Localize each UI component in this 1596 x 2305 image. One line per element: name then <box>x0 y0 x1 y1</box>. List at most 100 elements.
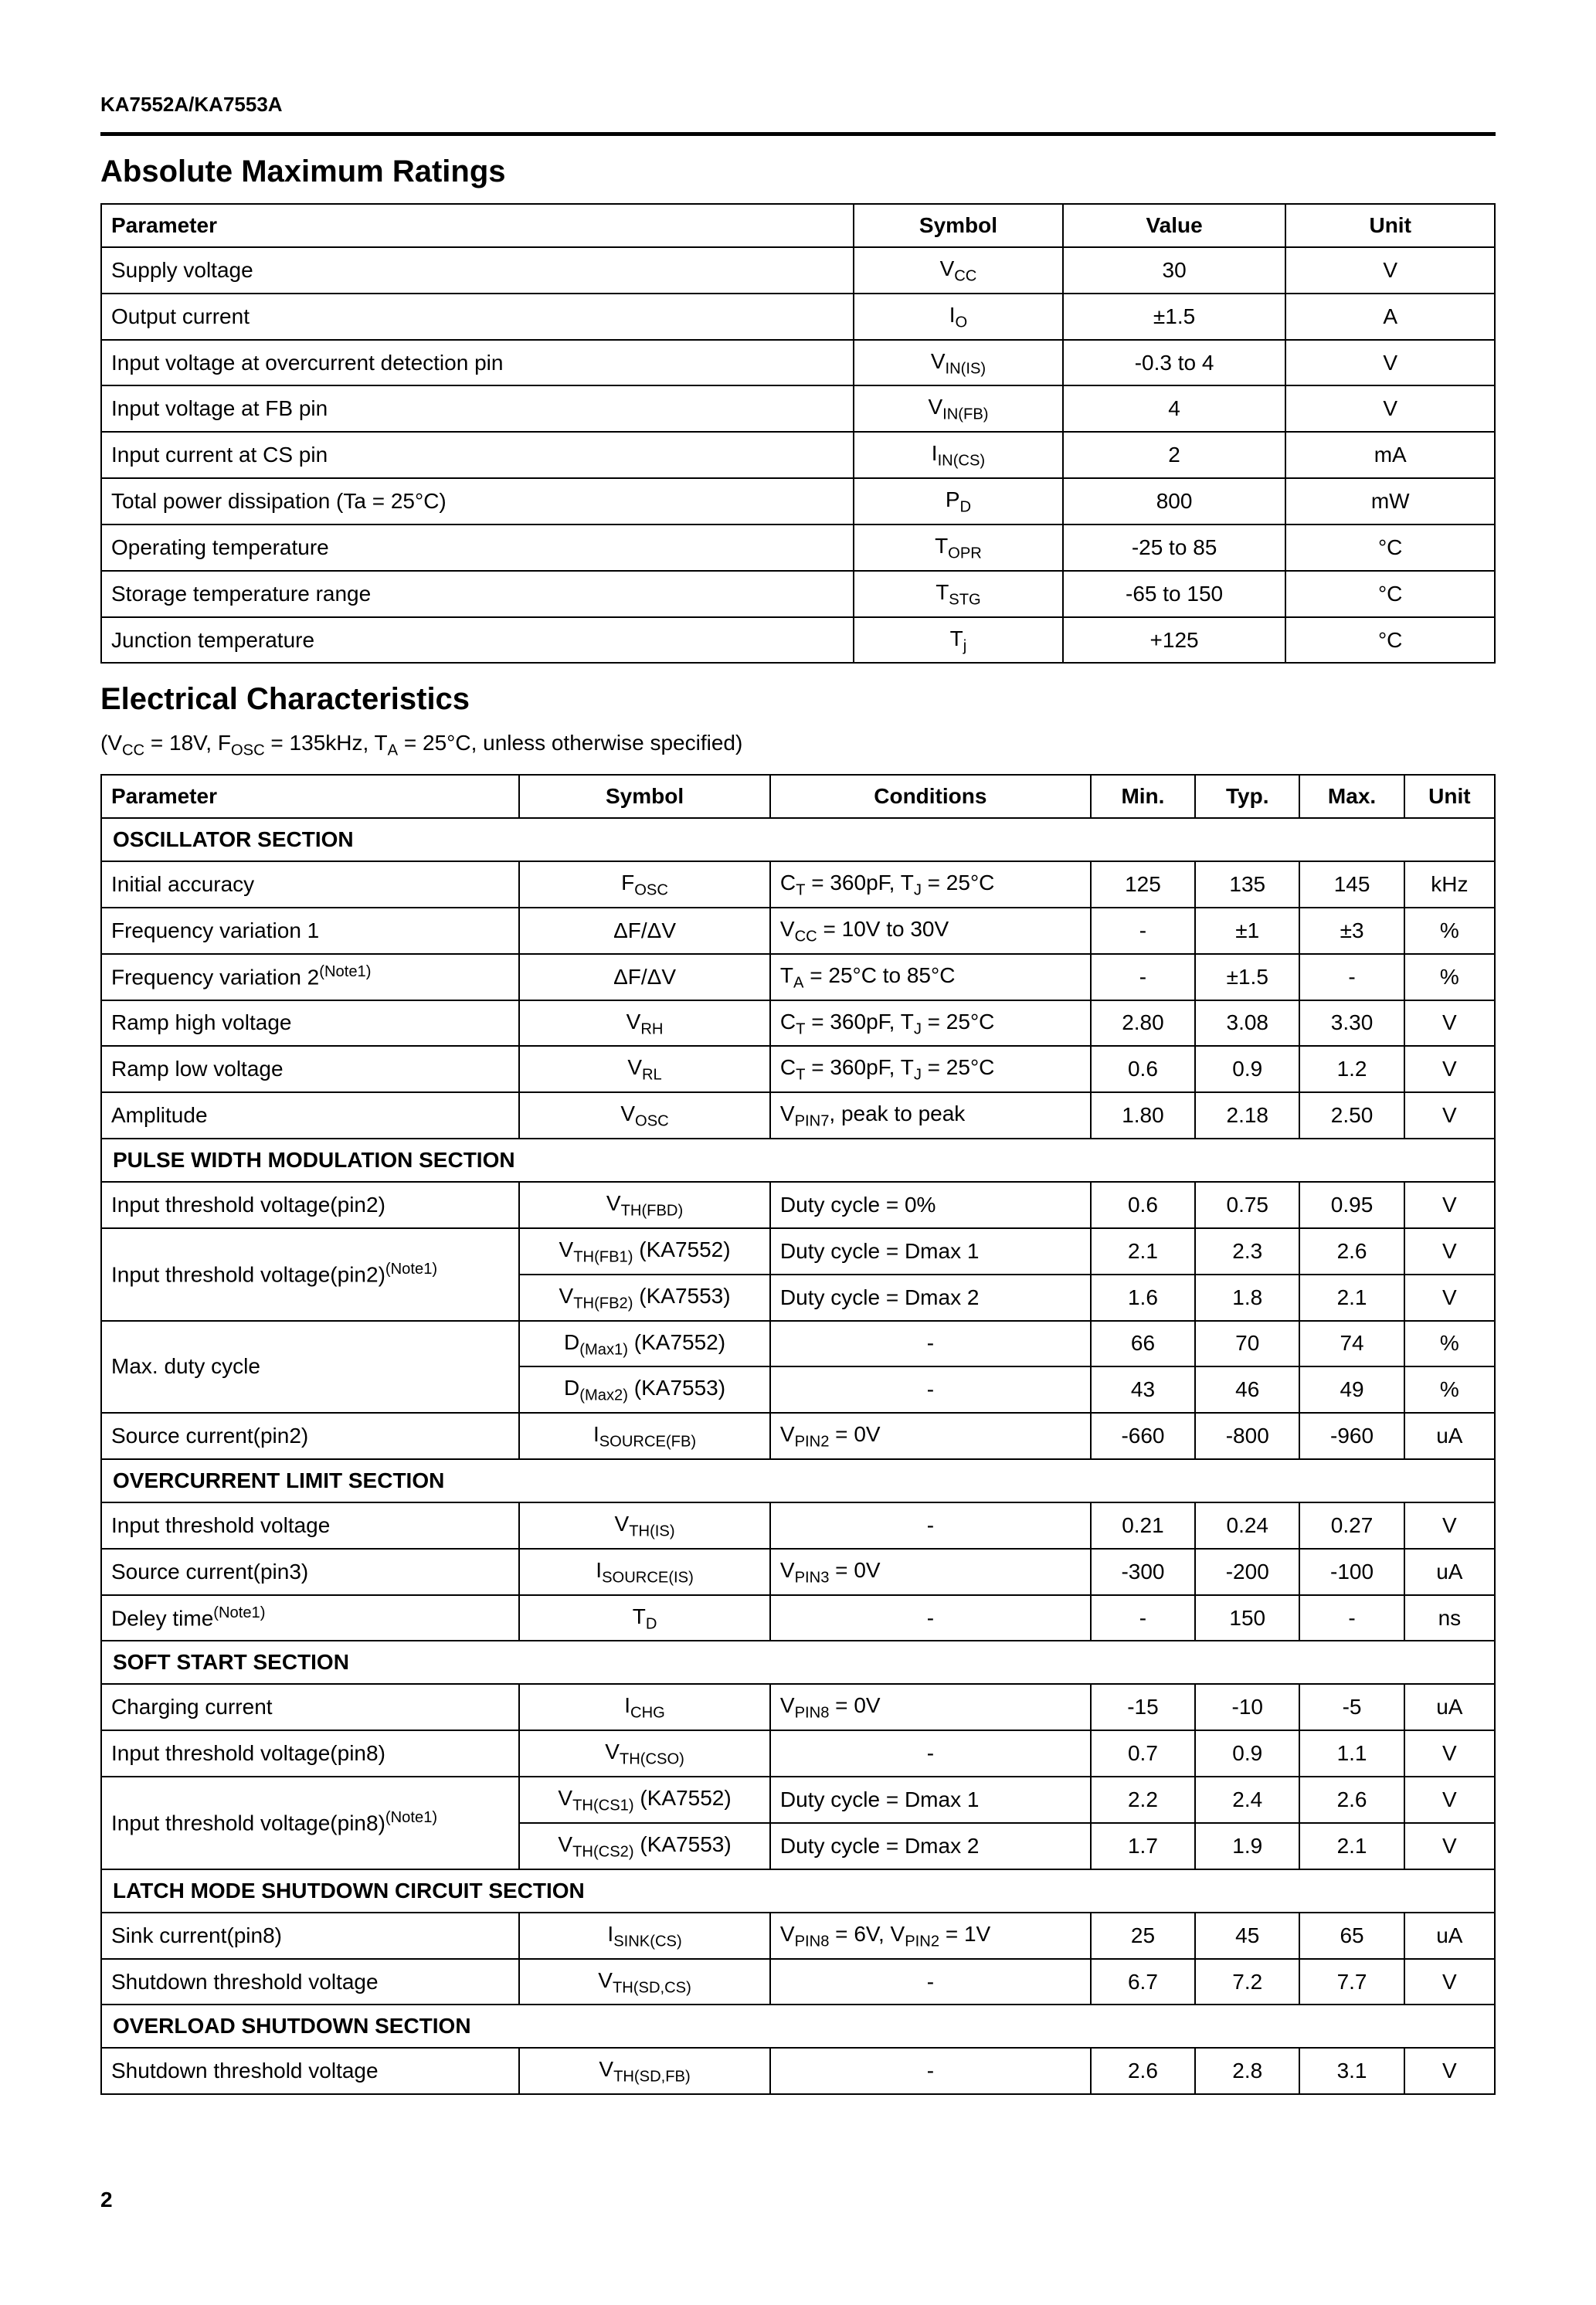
cell-max: 2.50 <box>1299 1092 1404 1139</box>
cell-cond: - <box>770 1959 1091 2005</box>
cell-min: 2.1 <box>1091 1228 1195 1275</box>
cell-param: Supply voltage <box>101 247 854 294</box>
cell-param: Storage temperature range <box>101 571 854 617</box>
cell-param: Input threshold voltage <box>101 1502 519 1549</box>
section-label: OSCILLATOR SECTION <box>101 818 1495 861</box>
cell-symbol: VTH(CS2) (KA7553) <box>519 1823 770 1869</box>
cell-unit: ns <box>1404 1595 1495 1641</box>
section-label: SOFT START SECTION <box>101 1641 1495 1684</box>
cell-max: 3.1 <box>1299 2048 1404 2094</box>
cell-min: 43 <box>1091 1366 1195 1413</box>
cell-typ: 70 <box>1195 1321 1299 1367</box>
table-row: Input voltage at overcurrent detection p… <box>101 340 1495 386</box>
cell-max: 65 <box>1299 1913 1404 1959</box>
cell-min: 2.80 <box>1091 1000 1195 1047</box>
cell-typ: 150 <box>1195 1595 1299 1641</box>
table-row: Deley time(Note1)TD--150-ns <box>101 1595 1495 1641</box>
cell-cond: VPIN2 = 0V <box>770 1413 1091 1459</box>
cell-param: Input voltage at overcurrent detection p… <box>101 340 854 386</box>
cell-unit: V <box>1404 1730 1495 1777</box>
cell-typ: 45 <box>1195 1913 1299 1959</box>
cell-symbol: TD <box>519 1595 770 1641</box>
cell-max: 1.2 <box>1299 1046 1404 1092</box>
cell-symbol: VIN(IS) <box>854 340 1063 386</box>
abs-max-title: Absolute Maximum Ratings <box>100 154 1496 189</box>
cell-min: 1.80 <box>1091 1092 1195 1139</box>
cell-unit: V <box>1404 2048 1495 2094</box>
table-row: Operating temperatureTOPR-25 to 85°C <box>101 524 1495 571</box>
cell-min: -15 <box>1091 1684 1195 1730</box>
cell-min: -660 <box>1091 1413 1195 1459</box>
cell-cond: VCC = 10V to 30V <box>770 908 1091 954</box>
cond-text: = 18V, F <box>144 731 231 755</box>
conditions-line: (VCC = 18V, FOSC = 135kHz, TA = 25°C, un… <box>100 731 1496 760</box>
cell-unit: V <box>1404 1228 1495 1275</box>
cell-value: 4 <box>1063 385 1286 432</box>
cell-typ: 2.18 <box>1195 1092 1299 1139</box>
cell-param: Input threshold voltage(pin8) <box>101 1730 519 1777</box>
cell-param: Input threshold voltage(pin2) <box>101 1182 519 1228</box>
cell-cond: Duty cycle = 0% <box>770 1182 1091 1228</box>
cell-min: - <box>1091 1595 1195 1641</box>
cell-min: 25 <box>1091 1913 1195 1959</box>
cell-typ: 1.9 <box>1195 1823 1299 1869</box>
page-number: 2 <box>100 2188 1496 2212</box>
cell-symbol: VTH(CS1) (KA7552) <box>519 1777 770 1823</box>
cell-symbol: ISOURCE(FB) <box>519 1413 770 1459</box>
cell-cond: CT = 360pF, TJ = 25°C <box>770 861 1091 908</box>
table-row: Ramp high voltageVRHCT = 360pF, TJ = 25°… <box>101 1000 1495 1047</box>
col-symbol: Symbol <box>519 775 770 818</box>
cell-unit: °C <box>1285 617 1495 664</box>
cell-symbol: VTH(IS) <box>519 1502 770 1549</box>
cell-max: 145 <box>1299 861 1404 908</box>
cell-unit: V <box>1404 1777 1495 1823</box>
cell-param: Max. duty cycle <box>101 1321 519 1414</box>
table-row: Shutdown threshold voltageVTH(SD,CS)-6.7… <box>101 1959 1495 2005</box>
col-symbol: Symbol <box>854 204 1063 247</box>
cell-unit: V <box>1404 1092 1495 1139</box>
cell-max: 0.27 <box>1299 1502 1404 1549</box>
cell-cond: VPIN8 = 0V <box>770 1684 1091 1730</box>
cell-max: 3.30 <box>1299 1000 1404 1047</box>
section-label: LATCH MODE SHUTDOWN CIRCUIT SECTION <box>101 1869 1495 1913</box>
table-row: Frequency variation 2(Note1)ΔF/ΔVTA = 25… <box>101 954 1495 1000</box>
cell-unit: uA <box>1404 1413 1495 1459</box>
cell-symbol: ΔF/ΔV <box>519 954 770 1000</box>
cell-min: 0.6 <box>1091 1046 1195 1092</box>
table-row: Shutdown threshold voltageVTH(SD,FB)-2.6… <box>101 2048 1495 2094</box>
cell-symbol: TOPR <box>854 524 1063 571</box>
cell-symbol: IIN(CS) <box>854 432 1063 478</box>
cell-typ: 2.4 <box>1195 1777 1299 1823</box>
col-typ: Typ. <box>1195 775 1299 818</box>
cell-cond: Duty cycle = Dmax 1 <box>770 1777 1091 1823</box>
cell-param: Ramp low voltage <box>101 1046 519 1092</box>
cell-max: -960 <box>1299 1413 1404 1459</box>
cell-unit: uA <box>1404 1684 1495 1730</box>
table-row: Charging currentICHGVPIN8 = 0V-15-10-5uA <box>101 1684 1495 1730</box>
cell-symbol: VTH(FB2) (KA7553) <box>519 1275 770 1321</box>
cond-sub: OSC <box>231 742 265 759</box>
cell-param: Operating temperature <box>101 524 854 571</box>
cell-max: 1.1 <box>1299 1730 1404 1777</box>
cell-min: 125 <box>1091 861 1195 908</box>
cell-typ: 2.3 <box>1195 1228 1299 1275</box>
cell-max: -5 <box>1299 1684 1404 1730</box>
cell-cond: - <box>770 1730 1091 1777</box>
cell-value: -65 to 150 <box>1063 571 1286 617</box>
cell-cond: VPIN3 = 0V <box>770 1549 1091 1595</box>
table-row: Storage temperature rangeTSTG-65 to 150°… <box>101 571 1495 617</box>
cond-sub: CC <box>122 742 144 759</box>
table-row: Total power dissipation (Ta = 25°C)PD800… <box>101 478 1495 524</box>
cell-symbol: VIN(FB) <box>854 385 1063 432</box>
cell-typ: 7.2 <box>1195 1959 1299 2005</box>
section-row: SOFT START SECTION <box>101 1641 1495 1684</box>
table-row: Frequency variation 1ΔF/ΔVVCC = 10V to 3… <box>101 908 1495 954</box>
section-row: OVERLOAD SHUTDOWN SECTION <box>101 2005 1495 2048</box>
col-min: Min. <box>1091 775 1195 818</box>
cell-param: Shutdown threshold voltage <box>101 2048 519 2094</box>
cell-typ: ±1 <box>1195 908 1299 954</box>
cell-symbol: VTH(SD,CS) <box>519 1959 770 2005</box>
table-row: Input threshold voltage(pin8)(Note1)VTH(… <box>101 1777 1495 1823</box>
cell-unit: mA <box>1285 432 1495 478</box>
cell-param: Sink current(pin8) <box>101 1913 519 1959</box>
